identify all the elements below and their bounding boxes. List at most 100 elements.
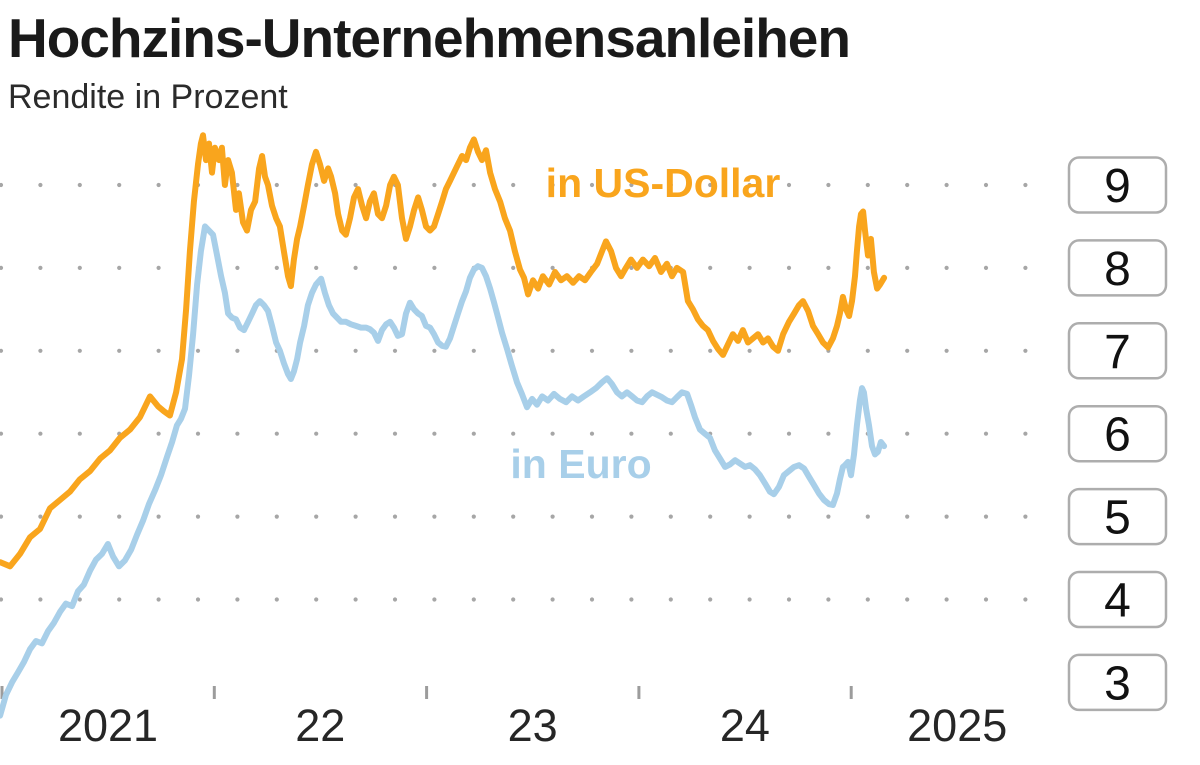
gridline-dot bbox=[156, 265, 161, 270]
gridline-dot bbox=[77, 597, 82, 602]
gridline-dot bbox=[550, 348, 555, 353]
gridline-dot bbox=[944, 265, 949, 270]
gridline-dot bbox=[944, 597, 949, 602]
gridline-dot bbox=[314, 348, 319, 353]
y-axis-label: 8 bbox=[1104, 243, 1131, 296]
gridline-dot bbox=[826, 597, 831, 602]
gridline-dot bbox=[786, 348, 792, 353]
gridline-dot bbox=[0, 182, 4, 188]
gridline-dot bbox=[156, 514, 161, 519]
y-axis-label-box bbox=[1067, 156, 1168, 214]
gridline-dot bbox=[314, 182, 319, 188]
gridline-dot bbox=[983, 348, 989, 353]
gridline-dot bbox=[511, 514, 516, 519]
y-axis-label-box bbox=[1067, 487, 1168, 546]
gridline-dot bbox=[786, 431, 792, 436]
gridline-dot bbox=[117, 265, 122, 270]
gridline-dot bbox=[747, 514, 752, 519]
y-axis-label: 4 bbox=[1104, 575, 1131, 628]
y-axis-label: 9 bbox=[1104, 160, 1131, 213]
gridline-dot bbox=[0, 597, 4, 602]
gridline-dot bbox=[1023, 265, 1028, 270]
x-axis-year-label: 24 bbox=[720, 700, 770, 751]
gridline-dot bbox=[668, 514, 673, 519]
x-axis-year-label: 2021 bbox=[58, 700, 158, 751]
gridline-dot bbox=[865, 182, 870, 188]
gridline-dot bbox=[77, 514, 82, 519]
gridline-dot bbox=[905, 597, 910, 602]
gridline-dot bbox=[668, 597, 673, 602]
gridline-dot bbox=[944, 348, 949, 353]
y-axis-label-box bbox=[1067, 322, 1168, 380]
gridline-dot bbox=[1023, 431, 1028, 436]
y-axis-label: 3 bbox=[1104, 657, 1131, 710]
gridline-dot bbox=[589, 182, 595, 188]
gridline-dot bbox=[747, 348, 752, 353]
gridline-dot bbox=[589, 597, 595, 602]
gridline-dot bbox=[274, 431, 279, 436]
gridline-dot bbox=[786, 265, 792, 270]
gridline-dot bbox=[235, 348, 240, 353]
gridline-dot bbox=[77, 348, 82, 353]
gridline-dot bbox=[353, 514, 358, 519]
gridline-dot bbox=[235, 514, 240, 519]
gridline-dot bbox=[471, 514, 476, 519]
gridline-dot bbox=[156, 597, 161, 602]
gridline-dot bbox=[432, 265, 437, 270]
gridline-dot bbox=[708, 182, 713, 188]
gridline-dot bbox=[905, 265, 910, 270]
gridline-dot bbox=[0, 348, 4, 353]
gridline-dot bbox=[511, 597, 516, 602]
gridline-dot bbox=[432, 182, 437, 188]
x-axis-year-label: 23 bbox=[508, 700, 558, 751]
gridline-dot bbox=[274, 514, 279, 519]
gridline-dot bbox=[983, 182, 989, 188]
gridline-dot bbox=[392, 514, 398, 519]
y-axis-label-box bbox=[1067, 570, 1168, 629]
gridline-dot bbox=[511, 182, 516, 188]
usd-series-line bbox=[0, 132, 888, 570]
gridline-dot bbox=[747, 182, 752, 188]
gridline-dot bbox=[826, 182, 831, 188]
y-axis-label: 5 bbox=[1104, 492, 1131, 545]
gridline-dot bbox=[274, 182, 279, 188]
gridline-dot bbox=[353, 265, 358, 270]
gridline-dot bbox=[550, 182, 555, 188]
gridline-dot bbox=[511, 265, 516, 270]
gridline-dot bbox=[944, 514, 949, 519]
gridline-dot bbox=[629, 182, 634, 188]
gridline-dot bbox=[629, 514, 634, 519]
gridline-dot bbox=[786, 597, 792, 602]
gridline-dot bbox=[195, 514, 201, 519]
gridline-dot bbox=[550, 265, 555, 270]
gridline-dot bbox=[550, 431, 555, 436]
gridline-dot bbox=[432, 597, 437, 602]
chart-subtitle: Rendite in Prozent bbox=[8, 77, 288, 116]
gridline-dot bbox=[550, 514, 555, 519]
gridline-dot bbox=[195, 431, 201, 436]
y-axis-label-box bbox=[1067, 239, 1168, 297]
gridline-dot bbox=[77, 431, 82, 436]
gridline-dot bbox=[983, 265, 989, 270]
gridline-dot bbox=[353, 597, 358, 602]
gridline-dot bbox=[826, 431, 831, 436]
gridline-dot bbox=[471, 597, 476, 602]
gridline-dot bbox=[235, 597, 240, 602]
gridline-dot bbox=[1023, 348, 1028, 353]
gridline-dot bbox=[865, 514, 870, 519]
gridline-dot bbox=[156, 431, 161, 436]
chart-generated-layer: 2021 22 23 24 2025 9 8 7 6 5 4 3 bbox=[0, 132, 1168, 751]
gridline-dot bbox=[747, 265, 752, 270]
gridline-dot bbox=[314, 597, 319, 602]
gridline-dot bbox=[117, 597, 122, 602]
gridline-dot bbox=[905, 348, 910, 353]
gridline-dot bbox=[353, 431, 358, 436]
gridline-dot bbox=[156, 348, 161, 353]
gridline-dot bbox=[708, 514, 713, 519]
gridline-dot bbox=[274, 265, 279, 270]
gridline-dot bbox=[668, 182, 673, 188]
gridline-dot bbox=[0, 431, 4, 436]
gridline-dot bbox=[944, 182, 949, 188]
gridline-dot bbox=[0, 265, 4, 270]
